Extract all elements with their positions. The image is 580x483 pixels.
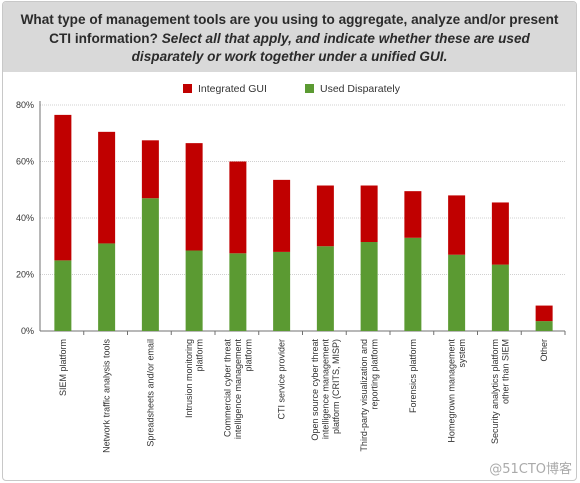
bar-used-disparately <box>316 246 334 331</box>
legend-label: Used Disparately <box>320 83 401 95</box>
x-category-label: Third-party visualization andreporting p… <box>359 339 380 452</box>
bar-integrated-gui <box>54 114 72 261</box>
bar-integrated-gui <box>141 140 159 199</box>
y-tick-label: 80% <box>16 100 34 110</box>
bar-used-disparately <box>185 250 203 331</box>
x-category-label: Forensics platform <box>408 339 418 413</box>
y-tick-label: 60% <box>16 157 34 167</box>
x-category-label: Spreadsheets and/or email <box>145 339 155 447</box>
legend-label: Integrated GUI <box>198 83 267 95</box>
bar-used-disparately <box>448 254 466 331</box>
x-category-label: CTI service provider <box>277 339 287 420</box>
bar-used-disparately <box>273 251 291 331</box>
bar-integrated-gui <box>229 161 247 254</box>
bar-used-disparately <box>404 237 422 331</box>
bar-integrated-gui <box>316 185 334 247</box>
x-category-label: Intrusion monitoringplatform <box>184 339 205 418</box>
bar-integrated-gui <box>491 202 509 265</box>
bar-used-disparately <box>535 321 553 331</box>
y-tick-label: 0% <box>21 326 34 336</box>
bar-used-disparately <box>54 260 72 331</box>
title-instruction: Select all that apply, and indicate whet… <box>131 30 530 65</box>
bar-integrated-gui <box>535 305 553 322</box>
bar-integrated-gui <box>273 179 291 252</box>
bar-used-disparately <box>360 242 378 331</box>
watermark: @51CTO博客 <box>489 462 572 477</box>
chart-header: What type of management tools are you us… <box>3 2 576 72</box>
x-category-label: Commercial cyber threatintelligence mana… <box>222 339 253 440</box>
y-tick-label: 20% <box>16 270 34 280</box>
bar-integrated-gui <box>98 131 116 244</box>
x-category-label: SIEM platform <box>58 339 68 396</box>
x-category-label: Homegrown managementsystem <box>446 339 467 443</box>
bar-used-disparately <box>141 198 159 331</box>
bar-integrated-gui <box>404 191 422 238</box>
x-category-label: Network traffic analysis tools <box>102 339 112 453</box>
bar-integrated-gui <box>360 185 378 243</box>
y-tick-label: 40% <box>16 213 34 223</box>
bar-used-disparately <box>98 243 116 331</box>
legend-swatch <box>305 84 314 93</box>
bar-integrated-gui <box>185 143 203 251</box>
bar-used-disparately <box>491 264 509 331</box>
title-question: What type of management tools are you us… <box>20 12 559 46</box>
bar-integrated-gui <box>448 195 466 255</box>
chart-title: What type of management tools are you us… <box>13 11 566 67</box>
x-category-label: Security analytics platformother than SI… <box>490 339 511 444</box>
x-category-label: Open source cyber threatintelligence man… <box>310 339 341 441</box>
x-category-label: Other <box>539 339 549 362</box>
bar-used-disparately <box>229 253 247 331</box>
legend-swatch <box>183 84 192 93</box>
